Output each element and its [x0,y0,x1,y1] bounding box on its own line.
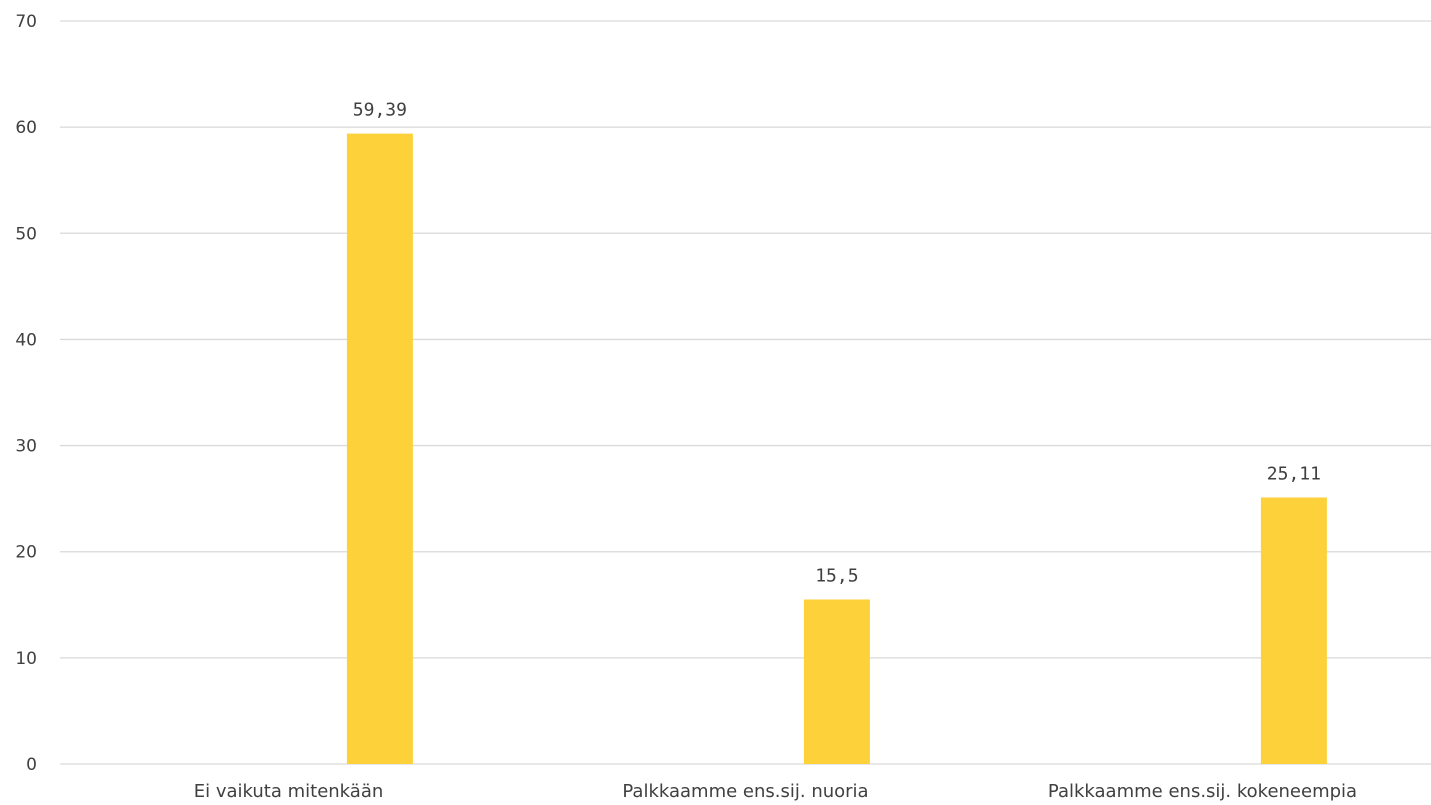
y-tick-label: 50 [15,224,37,244]
y-tick-label: 30 [15,437,37,457]
y-tick-label: 20 [15,543,37,563]
x-category-label: Ei vaikuta mitenkään [194,781,384,802]
y-tick-label: 70 [15,12,37,32]
data-label: 59,39 [353,100,407,121]
x-category-label: Palkkaamme ens.sij. kokeneempia [1048,781,1357,802]
y-tick-label: 40 [15,330,37,350]
y-tick-label: 60 [15,118,37,138]
data-label: 25,11 [1267,463,1321,484]
data-labels: 59,39 15,5 25,11 [353,100,1321,587]
x-category-label: Palkkaamme ens.sij. nuoria [622,781,868,802]
x-axis-categories: Ei vaikuta mitenkään Palkkaamme ens.sij. … [194,781,1357,802]
data-label: 15,5 [815,565,858,586]
gridlines [60,20,1431,765]
y-tick-label: 0 [26,755,37,775]
bar [1260,497,1327,764]
bar [346,133,413,765]
y-tick-label: 10 [15,649,37,669]
y-axis-ticks: 0 10 20 30 40 50 60 70 [15,12,37,775]
bars [346,133,1327,765]
bar [803,599,870,764]
